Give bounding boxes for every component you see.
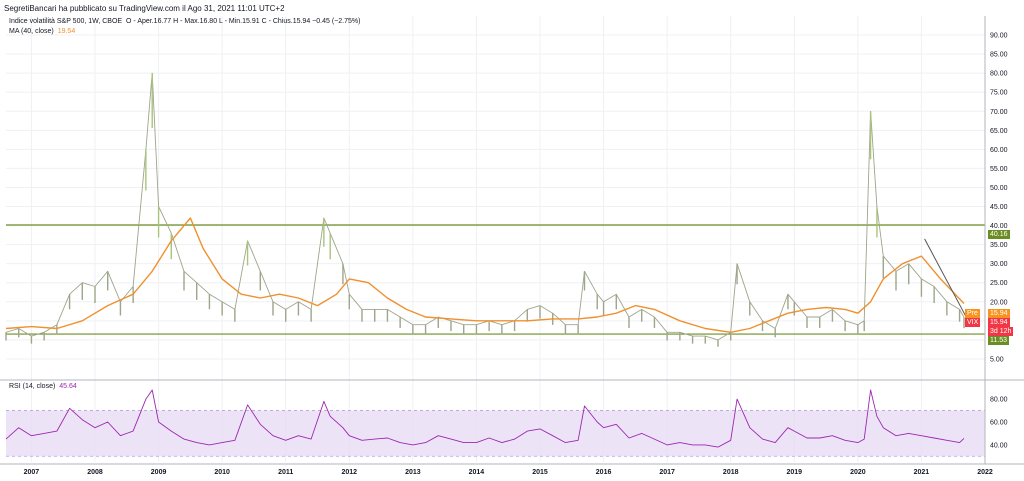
x-tick-label: 2007 xyxy=(24,469,40,476)
y-tick-label: 20.00 xyxy=(990,299,1008,306)
drawn-trendline xyxy=(924,238,968,320)
rsi-legend[interactable]: RSI (14, close) 45.64 xyxy=(9,383,79,390)
y-tick-label: 30.00 xyxy=(990,261,1008,268)
level-low-tag: 11.53 xyxy=(988,336,1009,345)
vix-value-tag: 15.94 xyxy=(988,318,1010,327)
vix-label-tag: VIX xyxy=(965,318,981,327)
pre-label-tag: Pre xyxy=(965,309,980,318)
x-tick-label: 2017 xyxy=(659,469,675,476)
symbol-line: Indice volatilità S&P 500, 1W, CBOE O - … xyxy=(9,18,362,25)
x-tick-label: 2022 xyxy=(977,469,993,476)
x-tick-label: 2010 xyxy=(214,469,230,476)
ohlc-readout: O - Aper.16.77 H - Max.16.80 L - Min.15.… xyxy=(126,18,361,25)
y-tick-label: 50.00 xyxy=(990,185,1008,192)
ma-line xyxy=(5,217,965,333)
x-tick-label: 2014 xyxy=(469,469,485,476)
y-tick-label: 45.00 xyxy=(990,204,1008,211)
rsi-tick-label: 80.00 xyxy=(990,397,1008,404)
rsi-value: 45.64 xyxy=(59,383,77,390)
publisher-line: SegretiBancari ha pubblicato su TradingV… xyxy=(4,4,285,13)
y-tick-label: 75.00 xyxy=(990,90,1008,97)
axes: 2007 2008 2009 2010 2011 2012 2013 2014 2015 2016… xyxy=(0,16,1024,476)
x-tick-label: 2008 xyxy=(87,469,103,476)
y-tick-label: 90.00 xyxy=(990,33,1008,40)
level-high-tag: 40.16 xyxy=(988,230,1010,239)
x-tick-label: 2015 xyxy=(532,469,548,476)
y-tick-label: 35.00 xyxy=(990,242,1008,249)
trendline xyxy=(924,238,968,320)
ma-legend[interactable]: MA (40, close) 19.54 xyxy=(9,28,77,35)
x-tick-label: 2012 xyxy=(341,469,357,476)
x-tick-label: 2009 xyxy=(151,469,167,476)
x-tick-label: 2011 xyxy=(278,469,293,476)
x-tick-label: 2019 xyxy=(786,469,802,476)
horizontal-levels xyxy=(6,224,985,335)
y-tick-label: 55.00 xyxy=(990,166,1008,173)
y-tick-label: 85.00 xyxy=(990,52,1008,59)
rsi-line xyxy=(5,389,965,448)
rsi-band-fill xyxy=(6,410,985,457)
y-tick-label: 5.00 xyxy=(990,356,1004,363)
symbol-title: Indice volatilità S&P 500, 1W, CBOE xyxy=(9,18,123,25)
y-tick-label: 70.00 xyxy=(990,109,1008,116)
y-tick-label: 65.00 xyxy=(990,128,1008,135)
y-tick-label: 25.00 xyxy=(990,280,1008,287)
rsi-band xyxy=(6,410,985,457)
countdown-tag: 3d 12h xyxy=(988,327,1014,336)
x-tick-label: 2013 xyxy=(405,469,421,476)
rsi-tick-label: 60.00 xyxy=(990,420,1008,427)
x-tick-label: 2020 xyxy=(850,469,866,476)
x-tick-label: 2016 xyxy=(596,469,612,476)
rsi-label: RSI (14, close) xyxy=(9,383,56,390)
ma-label: MA (40, close) xyxy=(9,28,54,35)
y-tick-label: 60.00 xyxy=(990,147,1008,154)
x-tick-label: 2021 xyxy=(914,469,930,476)
y-tick-label: 80.00 xyxy=(990,71,1008,78)
x-tick-label: 2018 xyxy=(723,469,739,476)
series-layer xyxy=(5,72,965,448)
ma-value: 19.54 xyxy=(57,28,76,35)
y-tick-label: 40.00 xyxy=(990,223,1008,230)
grid xyxy=(6,16,986,462)
rsi-tick-label: 40.00 xyxy=(990,442,1008,449)
pre-value-tag: 15.94 xyxy=(988,309,1010,318)
